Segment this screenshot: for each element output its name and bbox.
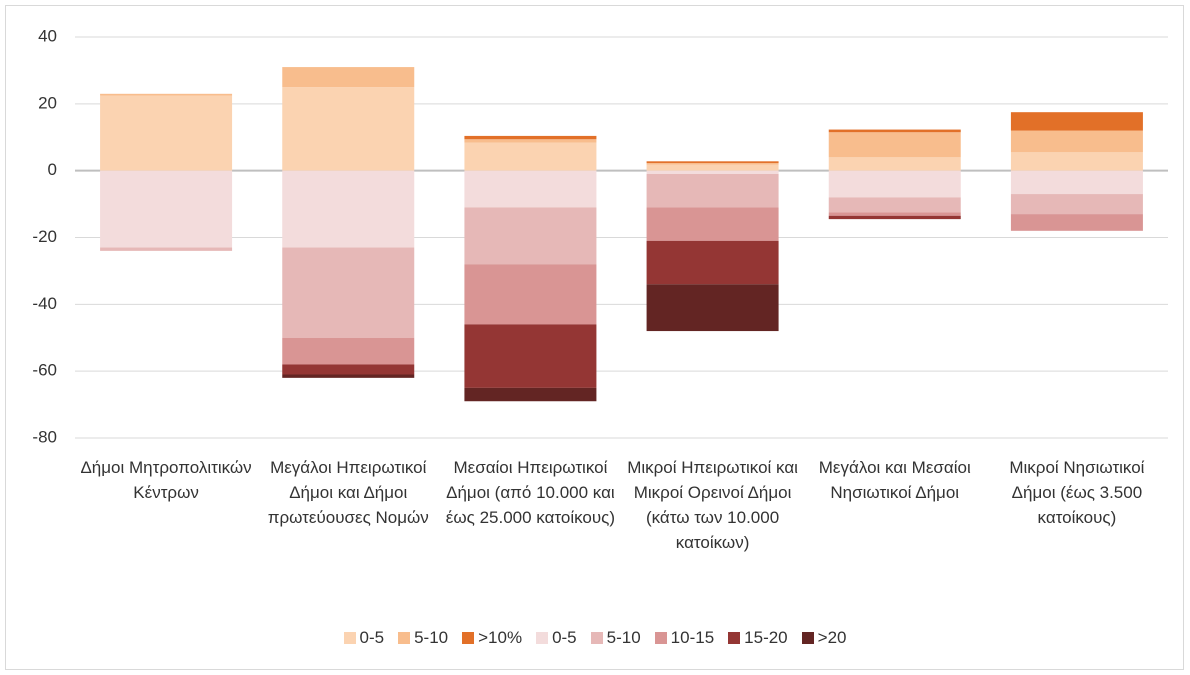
bar-segment [1010,130,1143,153]
bar-segment [646,240,779,285]
legend-label: 0-5 [359,628,385,647]
legend-label: >10% [478,628,523,647]
legend-label: >20 [817,628,847,647]
x-tick-label: Μεγάλοι Ηπειρωτικοί Δήμοι και Δήμοι πρωτ… [267,458,429,527]
legend-label: 15-20 [744,628,788,647]
bar-segment [464,170,597,208]
bar-segment [100,93,233,96]
bar-segment [282,337,415,365]
legend-swatch [590,632,603,644]
bar-segment [1010,214,1143,231]
legend-item: >20 [801,628,847,648]
legend-label: 10-15 [670,628,715,647]
legend-swatch [536,632,549,644]
bar-segment [828,157,961,171]
bar-segment [646,174,779,208]
legend-item: 5-10 [590,628,641,648]
bar-segment [828,197,961,213]
bar-segment [464,142,597,171]
bar-segment [1010,170,1143,195]
x-tick-label: Μικροί Νησιωτικοί Δήμοι (έως 3.500 κατοί… [1009,458,1145,527]
bar-segment [646,162,779,165]
legend-swatch [728,632,741,644]
bar-segment [464,264,597,325]
bar-segment [646,207,779,241]
bar-segment [646,170,779,175]
legend-item: 0-5 [536,628,577,648]
x-tick-label: Μεγάλοι και Μεσαίοι Νησιωτικοί Δήμοι [818,458,971,502]
bar-segment [464,387,597,402]
legend-item: 15-20 [728,628,788,648]
bar-segment [646,284,779,332]
bar-segment [464,139,597,143]
bar-segment [1010,152,1143,171]
legend-swatch [801,632,814,644]
legend-label: 0-5 [552,628,577,647]
bar-segment [282,364,415,375]
bar-segment [464,135,597,140]
x-tick-label: Μικροί Ηπειρωτικοί και Μικροί Ορεινοί Δή… [627,458,798,552]
legend-label: 5-10 [414,628,449,647]
legend-item: 0-5 [343,628,385,648]
x-tick-label: Δήμοι Μητροπολιτικών Κέντρων [80,458,252,502]
legend-item: 5-10 [398,628,448,648]
bar-segment [100,247,233,251]
bar-segment [100,170,233,248]
bar-segment [464,207,597,265]
y-tick-label: -80 [32,427,57,446]
bar-segment [646,164,779,171]
legend-label: 5-10 [606,628,641,647]
bar-segment [1010,194,1143,215]
legend-item: >10% [462,628,522,648]
legend-swatch [343,632,356,644]
y-tick-label: -40 [32,294,57,313]
bar-segment [282,374,415,378]
y-tick-label: -20 [32,227,57,246]
bar-segment [828,215,961,220]
legend-item: 10-15 [654,628,715,648]
x-tick-label: Μεσαίοι Ηπειρωτικοί Δήμοι (από 10.000 κα… [445,458,616,527]
y-tick-label: 40 [38,26,57,45]
y-tick-label: 0 [48,160,57,179]
bar-segment [282,67,415,88]
bar-segment [282,87,415,171]
y-tick-label: -60 [32,361,57,380]
bar-segment [1010,112,1143,131]
legend: 0-5 5-10 >10% 0-5 5-10 10-15 15-20 >20 [0,628,1190,648]
legend-swatch [654,632,667,644]
bar-segment [828,132,961,158]
bar-segment [464,324,597,388]
legend-swatch [398,632,411,644]
bar-segment [828,170,961,198]
legend-swatch [462,632,475,644]
bar-segment [828,129,961,133]
bar-segment [646,161,779,163]
bar-segment [828,212,961,216]
bar-segment [100,95,233,171]
bar-segment [282,170,415,248]
y-tick-label: 20 [38,93,57,112]
bar-segment [282,247,415,338]
chart-border [5,5,1184,670]
